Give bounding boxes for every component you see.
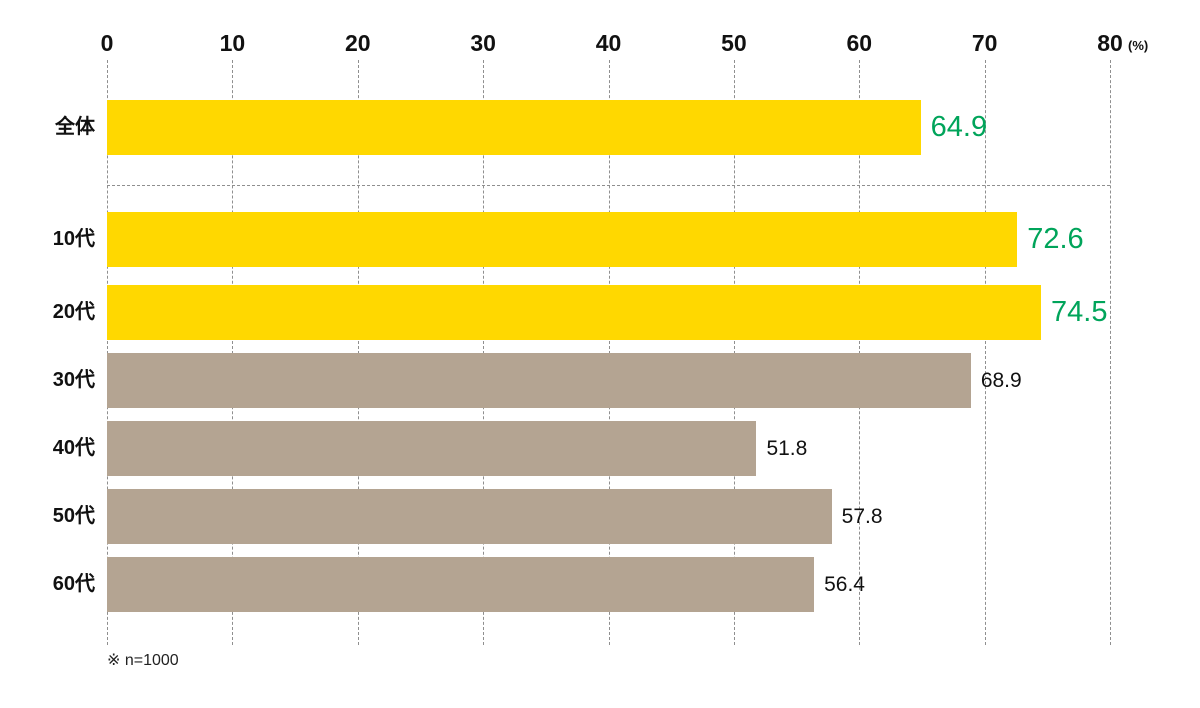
value-label: 51.8 bbox=[766, 437, 808, 460]
x-tick-label: 40 bbox=[595, 30, 622, 56]
value-label: 56.4 bbox=[824, 573, 865, 596]
gridline bbox=[859, 60, 861, 645]
bar bbox=[107, 557, 815, 612]
category-label: 20代 bbox=[52, 301, 95, 323]
x-tick-label: 30 bbox=[470, 30, 496, 56]
value-label: 72.6 bbox=[1027, 223, 1084, 255]
value-label: 57.8 bbox=[841, 505, 883, 528]
gridline bbox=[232, 60, 234, 645]
gridline bbox=[357, 60, 359, 645]
gridline bbox=[483, 60, 485, 645]
x-tick-label: 0 bbox=[100, 30, 114, 56]
category-label: 40代 bbox=[52, 437, 95, 459]
x-axis-unit-label: (%) bbox=[1128, 38, 1149, 53]
category-label: 10代 bbox=[52, 228, 95, 250]
bar bbox=[107, 285, 1042, 340]
x-tick-label: 80 bbox=[1097, 30, 1123, 56]
value-label: 68.9 bbox=[980, 369, 1022, 392]
bar bbox=[107, 100, 921, 155]
bar bbox=[107, 489, 832, 544]
gridline bbox=[608, 60, 610, 645]
gridline bbox=[1110, 60, 1111, 645]
gridline bbox=[733, 60, 735, 645]
sample-size-footnote: ※ n=1000 bbox=[107, 652, 179, 669]
x-tick-label: 70 bbox=[971, 30, 998, 56]
x-tick-label: 10 bbox=[219, 30, 246, 56]
value-label: 74.5 bbox=[1051, 296, 1108, 328]
bar bbox=[107, 353, 971, 408]
x-tick-label: 60 bbox=[846, 30, 873, 56]
value-label: 64.9 bbox=[930, 111, 988, 143]
x-tick-label: 20 bbox=[344, 30, 371, 56]
bar bbox=[107, 212, 1018, 267]
x-tick-label: 50 bbox=[721, 30, 747, 56]
category-label: 全体 bbox=[55, 116, 95, 138]
category-label: 50代 bbox=[52, 505, 95, 527]
category-label: 30代 bbox=[52, 369, 95, 391]
bar bbox=[107, 421, 757, 476]
category-label: 60代 bbox=[52, 573, 95, 595]
gridline bbox=[107, 60, 108, 645]
gridline bbox=[984, 60, 986, 645]
overall-separator-line bbox=[107, 185, 1110, 186]
